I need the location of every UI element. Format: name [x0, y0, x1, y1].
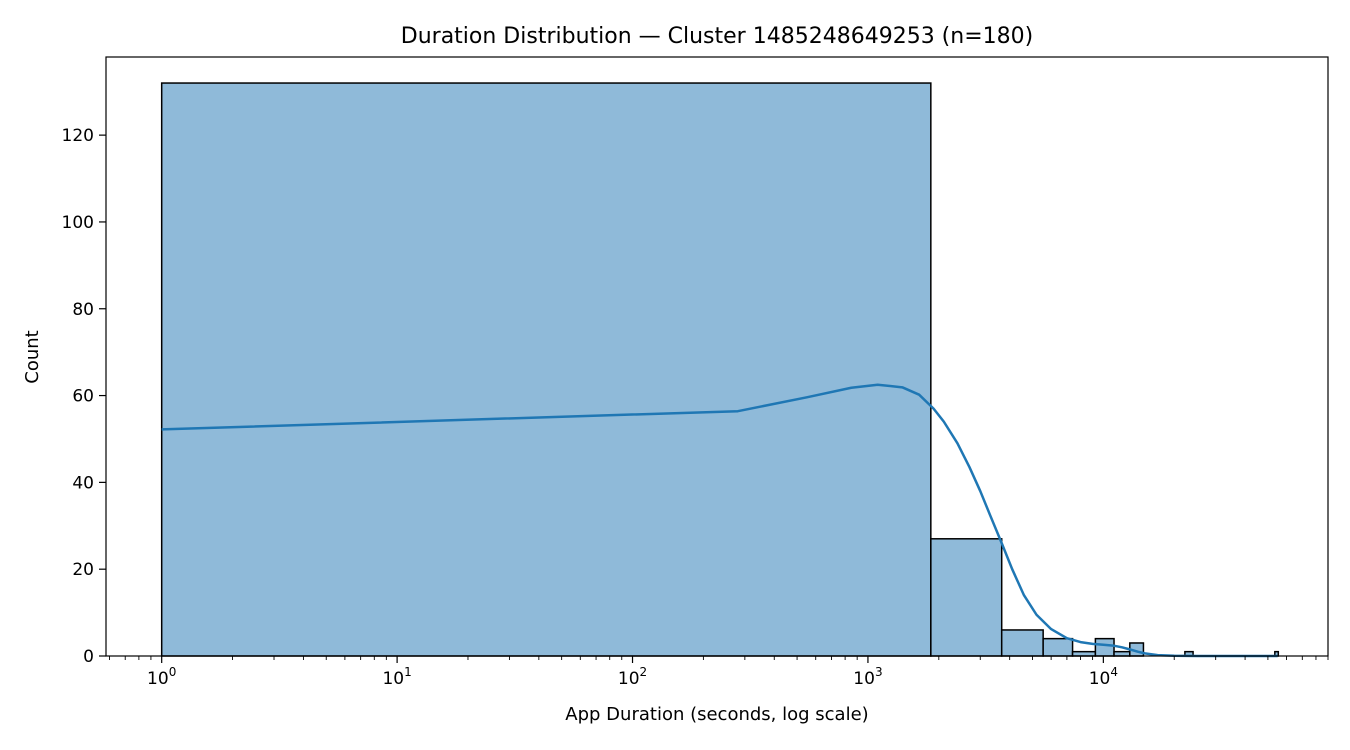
y-tick-label-5: 100	[62, 213, 94, 233]
histogram-bar-6	[1113, 650, 1131, 657]
histogram-bar-0	[160, 82, 932, 657]
kde-line	[161, 383, 1278, 658]
y-tick-label-4: 80	[72, 300, 94, 320]
histogram-bar-3	[1042, 637, 1074, 657]
y-axis-label: Count	[22, 330, 43, 383]
y-axis-ticks: 0 20 40 60 80 100 120	[62, 126, 106, 667]
histogram-bar-1	[930, 538, 1003, 657]
histogram-bar-5	[1094, 637, 1115, 657]
y-tick-label-6: 120	[62, 126, 94, 146]
x-tick-label-0: 100	[147, 665, 176, 689]
x-tick-label-3: 103	[853, 665, 882, 689]
plot-frame	[105, 56, 1329, 657]
y-tick-label-0: 0	[83, 647, 94, 667]
y-tick-label-1: 20	[72, 560, 94, 580]
chart-title: Duration Distribution — Cluster 14852486…	[401, 24, 1033, 49]
x-tick-label-2: 102	[618, 665, 647, 689]
y-tick-label-2: 40	[72, 473, 94, 493]
x-axis-ticks: 100 101 102 103 104	[109, 656, 1329, 689]
y-tick-label-3: 60	[72, 387, 94, 407]
histogram-bar-2	[1000, 629, 1044, 657]
x-tick-label-4: 104	[1089, 665, 1118, 689]
kde-layer	[161, 383, 1278, 658]
histogram-bar-4	[1071, 650, 1097, 657]
x-tick-label-1: 101	[382, 665, 411, 689]
x-axis-label: App Duration (seconds, log scale)	[565, 704, 868, 725]
histogram-bars	[160, 82, 1280, 657]
